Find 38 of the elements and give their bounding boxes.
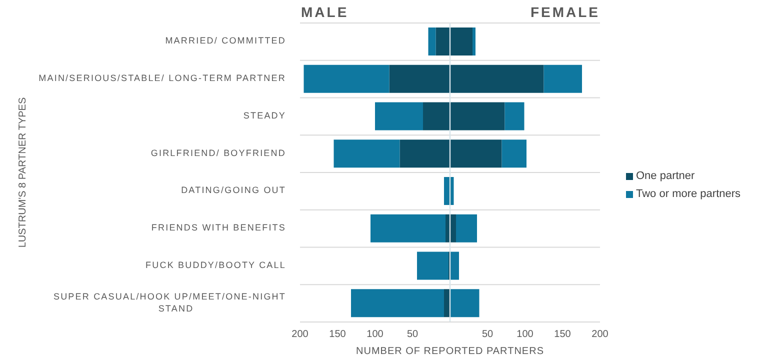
y-tick-label: STEADY	[243, 110, 286, 121]
x-tick-label: 150	[329, 329, 346, 340]
bar	[375, 102, 423, 130]
bar	[370, 214, 446, 242]
x-tick-label: 100	[366, 329, 384, 340]
legend-label: One partner	[636, 170, 695, 182]
bar	[444, 289, 450, 318]
y-tick-label: MAIN/SERIOUS/STABLE/ LONG-TERM PARTNER	[38, 73, 286, 84]
x-tick-label: 200	[592, 329, 609, 340]
legend-label: Two or more partners	[636, 188, 741, 200]
x-tick-label: 200	[292, 329, 309, 340]
bar	[504, 102, 524, 130]
bar	[351, 289, 444, 318]
bar	[417, 252, 448, 280]
bar	[544, 64, 582, 93]
bar	[334, 140, 400, 168]
bar	[472, 27, 476, 56]
bar	[456, 214, 477, 242]
y-tick-label: GIRLFRIEND/ BOYFRIEND	[150, 148, 286, 158]
y-tick-label: SUPER CASUAL/HOOK UP/MEET/ONE-NIGHT STAND	[53, 292, 286, 314]
bar	[304, 64, 390, 93]
y-tick-label: DATING/GOING OUT	[181, 186, 286, 196]
bar	[444, 176, 450, 205]
bar	[428, 27, 436, 56]
bar	[502, 140, 526, 168]
x-tick-label: 150	[554, 329, 572, 340]
text: MALE	[301, 4, 349, 20]
text: FEMALE	[530, 4, 600, 20]
x-tick-label: 50	[406, 329, 418, 340]
y-axis-title: LUSTRUM'S 8 PARTNER TYPES	[18, 97, 29, 248]
x-tick-label: 100	[516, 329, 534, 340]
x-axis-title: NUMBER OF REPORTED PARTNERS	[356, 346, 544, 355]
y-tick-label: MARRIED/ COMMITTED	[165, 36, 286, 46]
bar	[450, 289, 480, 318]
bar	[450, 252, 459, 280]
y-tick-label: FUCK BUDDY/BOOTY CALL	[146, 260, 286, 270]
y-tick-label: FRIENDS WITH BENEFITS	[151, 222, 286, 233]
x-tick-label: 50	[482, 329, 494, 340]
